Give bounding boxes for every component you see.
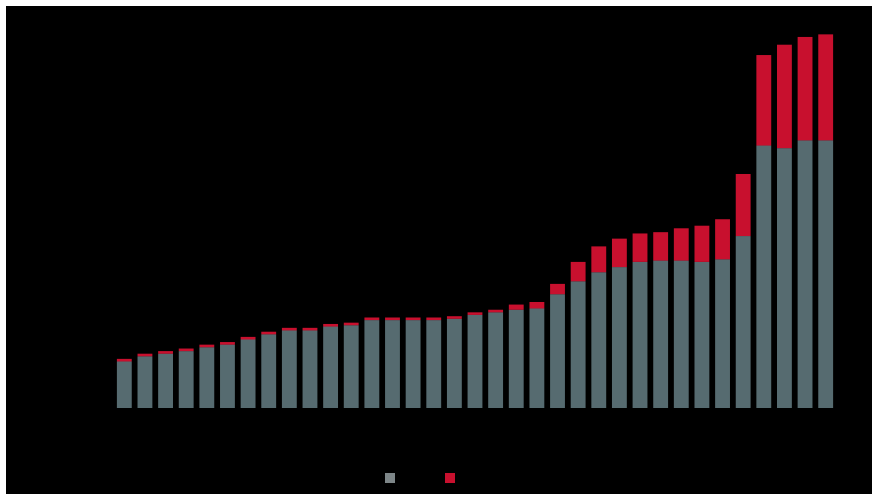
bar-series2-22 [550,283,565,295]
bar-series2-26 [632,233,648,262]
chart-frame [6,6,872,494]
bar-series1-11 [323,326,339,408]
bar-series2-17 [446,316,462,319]
legend-swatch-series1 [385,473,395,483]
bar-series2-29 [694,225,710,262]
bar-series1-23 [570,281,586,408]
bar-series2-1 [116,358,132,362]
bar-series1-28 [673,260,689,408]
bar-series2-14 [385,317,400,321]
bar-series2-10 [302,327,318,331]
bar-series2-32 [756,55,772,146]
bar-series2-35 [818,34,834,141]
bar-series2-33 [777,44,792,149]
bar-series1-25 [611,267,627,408]
bar-series1-20 [508,309,524,408]
bar-series2-4 [178,348,194,352]
bar-series2-30 [715,219,730,260]
bar-series2-7 [240,336,256,340]
bar-series2-19 [488,309,504,313]
bar-series1-9 [281,330,297,408]
bar-series1-21 [529,308,545,408]
bar-series1-2 [137,356,153,408]
bar-series1-10 [302,330,318,408]
bar-series2-16 [426,317,442,321]
bar-series1-19 [488,312,504,408]
bar-series1-24 [591,272,607,408]
bar-series1-26 [632,261,648,408]
bar-series2-11 [323,323,339,327]
bar-series2-9 [281,327,297,331]
bar-series2-2 [137,353,153,357]
bar-series2-15 [405,317,421,321]
bar-series2-12 [343,322,359,326]
bar-series1-29 [694,261,710,408]
bar-series1-6 [220,344,235,408]
bar-series2-28 [673,228,689,261]
bar-series1-33 [777,148,792,408]
bar-series1-7 [240,339,256,408]
bar-series2-24 [591,246,607,273]
bar-series2-34 [797,36,813,141]
bar-series2-20 [508,304,524,310]
bar-series1-32 [756,145,772,409]
bar-series1-4 [178,351,194,408]
bar-series1-17 [446,318,462,408]
bar-series2-23 [570,261,586,282]
bar-series1-31 [735,236,751,408]
bars-group [116,34,834,409]
bar-series2-3 [158,351,173,354]
bar-series1-16 [426,320,442,408]
bar-series2-5 [199,344,215,348]
bar-series2-18 [467,312,483,315]
bar-series1-8 [261,334,277,408]
bar-series2-21 [529,301,545,309]
bar-series2-27 [653,232,669,261]
bar-series1-22 [550,294,565,408]
legend [385,473,455,483]
bar-series1-35 [818,140,834,408]
bar-series2-25 [611,238,627,268]
bar-series1-5 [199,347,215,408]
bar-series1-14 [385,320,400,408]
bar-series1-27 [653,260,669,408]
bar-series1-18 [467,314,483,408]
bar-series1-13 [364,320,380,408]
bar-series1-15 [405,320,421,408]
bar-series1-34 [797,140,813,408]
stacked-bar-chart [116,34,834,483]
bar-series1-3 [158,353,173,408]
legend-swatch-series2 [445,473,455,483]
bar-series1-1 [116,361,132,408]
bar-series1-12 [343,325,359,408]
bar-series2-31 [735,173,751,237]
bar-series2-6 [220,342,235,345]
bar-series2-13 [364,317,380,321]
bar-series2-8 [261,331,277,335]
bar-series1-30 [715,259,730,408]
